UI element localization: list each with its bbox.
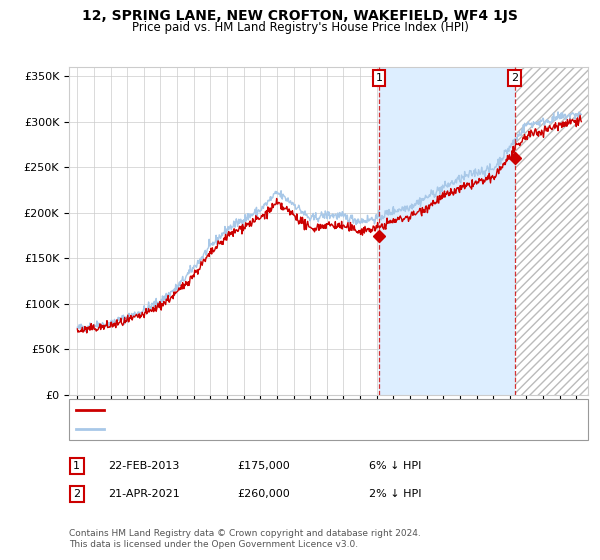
Bar: [515, 67, 588, 395]
Text: 22-FEB-2013: 22-FEB-2013: [108, 461, 179, 471]
Text: 12, SPRING LANE, NEW CROFTON, WAKEFIELD, WF4 1JS (detached house): 12, SPRING LANE, NEW CROFTON, WAKEFIELD,…: [108, 405, 476, 415]
Text: 1: 1: [73, 461, 80, 471]
Text: 12, SPRING LANE, NEW CROFTON, WAKEFIELD, WF4 1JS: 12, SPRING LANE, NEW CROFTON, WAKEFIELD,…: [82, 9, 518, 23]
Text: Price paid vs. HM Land Registry's House Price Index (HPI): Price paid vs. HM Land Registry's House …: [131, 21, 469, 34]
Text: 21-APR-2021: 21-APR-2021: [108, 489, 180, 499]
Bar: [515, 67, 588, 395]
Text: 2: 2: [511, 73, 518, 83]
Text: HPI: Average price, detached house, Wakefield: HPI: Average price, detached house, Wake…: [108, 423, 341, 433]
Bar: [379, 67, 515, 395]
Text: Contains HM Land Registry data © Crown copyright and database right 2024.
This d: Contains HM Land Registry data © Crown c…: [69, 529, 421, 549]
Text: 2: 2: [73, 489, 80, 499]
Text: 2% ↓ HPI: 2% ↓ HPI: [369, 489, 421, 499]
Text: £260,000: £260,000: [237, 489, 290, 499]
Text: 6% ↓ HPI: 6% ↓ HPI: [369, 461, 421, 471]
Text: 1: 1: [376, 73, 382, 83]
Text: £175,000: £175,000: [237, 461, 290, 471]
